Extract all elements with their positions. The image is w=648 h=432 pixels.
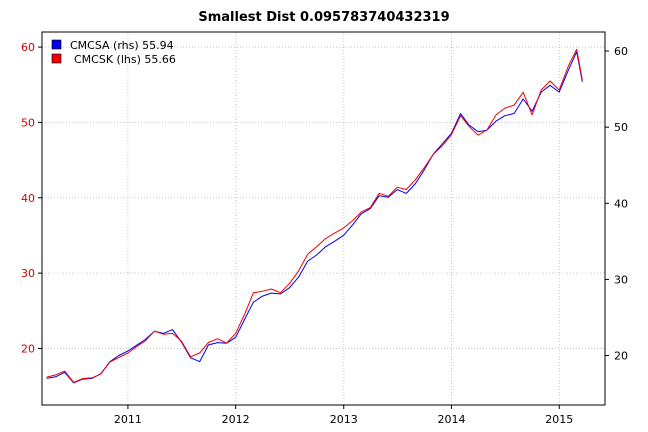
grid [42, 32, 605, 405]
y-right-tick-label: 60 [614, 45, 628, 58]
legend-swatch-cmcsa [51, 39, 62, 50]
y-left-tick-label: 20 [21, 342, 35, 355]
y-right-tick-label: 50 [614, 121, 628, 134]
x-tick-label: 2012 [222, 413, 250, 426]
x-axis: 2011 2012 2013 2014 2015 [114, 405, 573, 426]
series-line-cmcsk [46, 48, 583, 383]
y-left-tick-label: 60 [21, 41, 35, 54]
y-left-tick-label: 30 [21, 267, 35, 280]
y-left-tick-label: 40 [21, 192, 35, 205]
y-right-tick-label: 30 [614, 273, 628, 286]
x-tick-label: 2013 [330, 413, 358, 426]
series-line-cmcsa [46, 51, 583, 384]
series-layer [46, 48, 583, 384]
x-tick-label: 2014 [437, 413, 465, 426]
y-right-tick-label: 20 [614, 350, 628, 363]
plot-frame [41, 31, 606, 406]
legend-label-cmcsk: CMCSK (lhs) 55.66 [74, 53, 176, 66]
x-tick-label: 2011 [114, 413, 142, 426]
y-left-tick-label: 50 [21, 116, 35, 129]
legend-label-cmcsa: CMCSA (rhs) 55.94 [70, 39, 174, 52]
y-axis-left: 20 30 40 50 60 [21, 41, 42, 355]
legend-swatch-cmcsk [51, 53, 62, 64]
y-right-tick-label: 40 [614, 197, 628, 210]
chart-title: Smallest Dist 0.095783740432319 [198, 10, 449, 25]
x-tick-label: 2015 [545, 413, 573, 426]
y-axis-right: 20 30 40 50 60 [605, 45, 628, 363]
legend: CMCSA (rhs) 55.94 CMCSK (lhs) 55.66 [51, 39, 176, 66]
